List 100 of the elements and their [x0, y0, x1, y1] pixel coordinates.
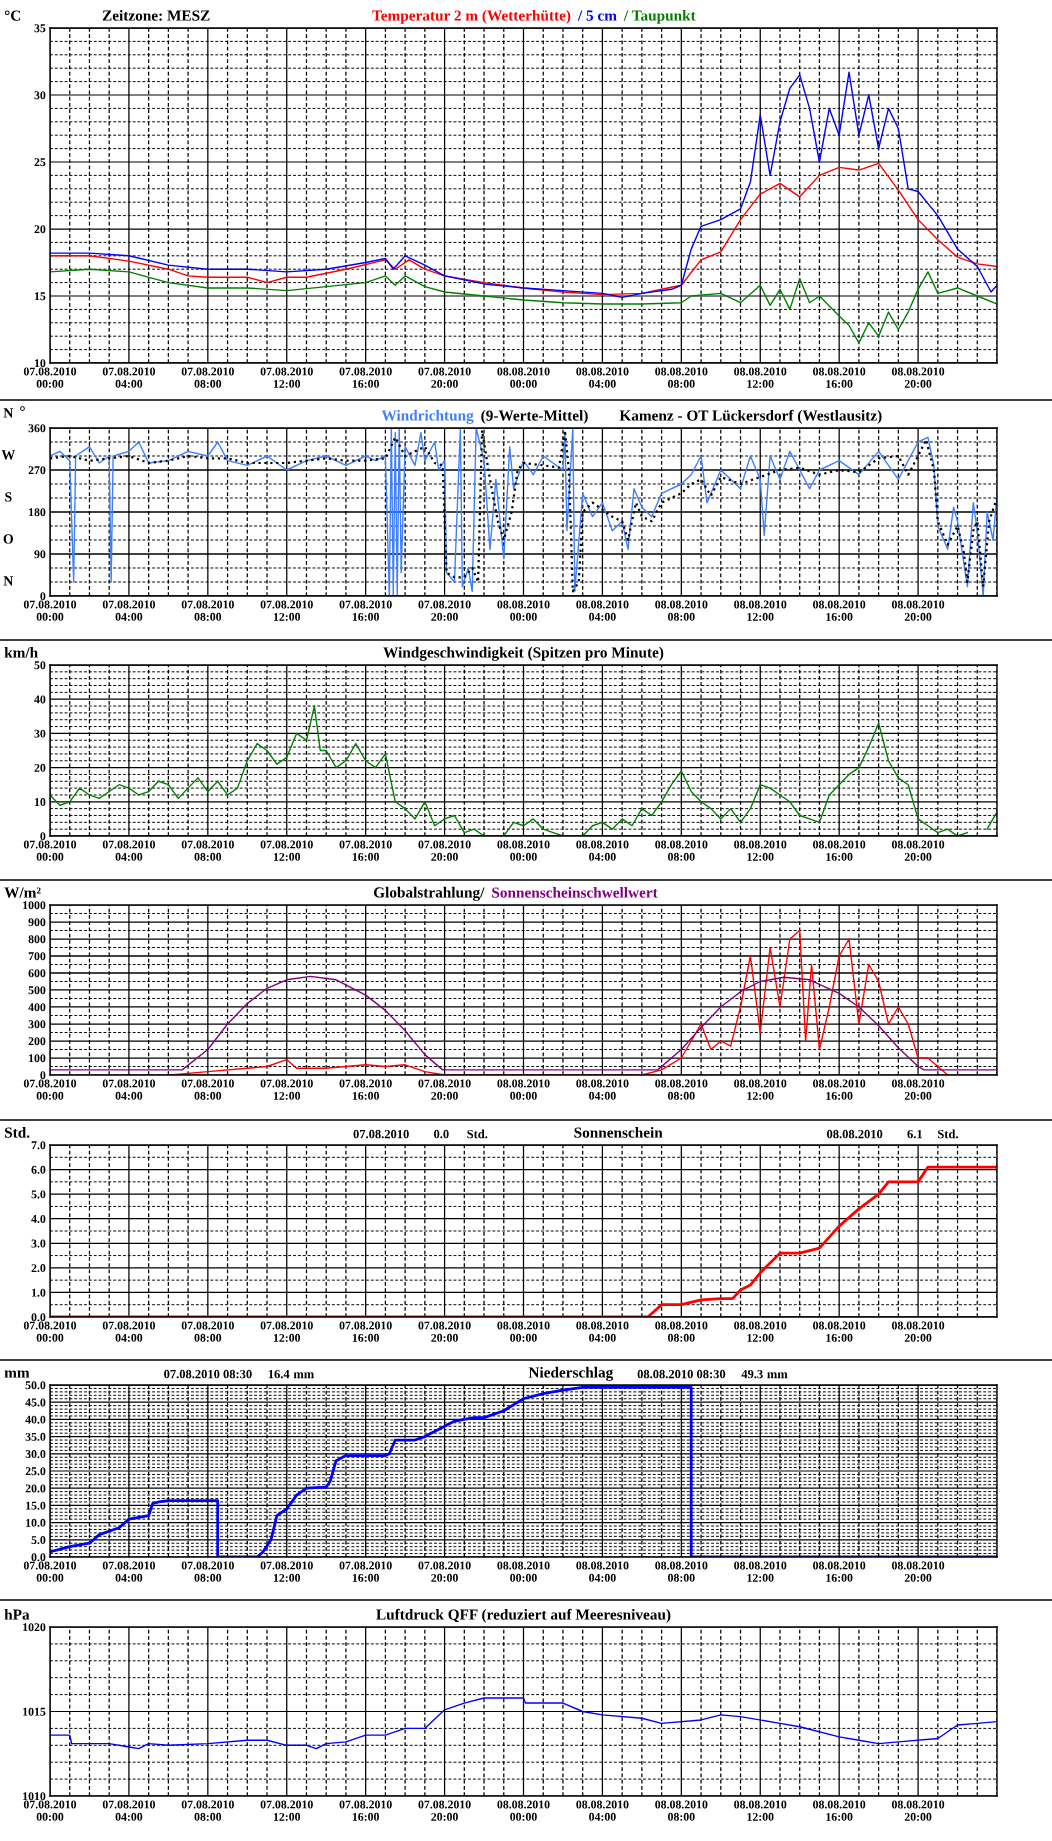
text: 49.3	[741, 1369, 763, 1379]
text: N	[3, 576, 14, 586]
x-tick-label: 07.08.2010 16:00	[339, 600, 392, 621]
text: 0.0	[434, 1129, 449, 1139]
series-label: Windrichtung	[381, 409, 474, 424]
x-tick-label: 07.08.2010 08:00	[181, 1321, 234, 1342]
x-tick-label: 08.08.2010 20:00	[891, 1079, 945, 1100]
x-tick-label: 07.08.2010 08:00	[181, 840, 234, 861]
y-tick-label: 1020	[23, 1623, 46, 1632]
text: 08.08.2010 08:30	[637, 1369, 726, 1379]
y-tick-label: 900	[28, 918, 46, 927]
x-tick-label: 07.08.2010 20:00	[418, 840, 471, 861]
x-tick-label: 07.08.2010 16:00	[339, 367, 392, 388]
x-tick-label: 08.08.2010 08:00	[655, 1800, 708, 1821]
text: Zeitzone: MESZ	[102, 9, 210, 21]
y-axis-title: mm	[4, 1370, 30, 1378]
y-tick-label: 400	[28, 1003, 46, 1012]
y-tick-label: 200	[28, 1037, 46, 1046]
x-tick-label: 08.08.2010 04:00	[576, 1800, 629, 1821]
y-tick-label: 20	[34, 225, 46, 234]
x-tick-label: 07.08.2010 16:00	[339, 1321, 392, 1342]
chart-title: Windgeschwindigkeit (Spitzen pro Minute)	[383, 646, 664, 661]
x-tick-label: 07.08.2010 16:00	[339, 1079, 392, 1100]
x-tick-label: 07.08.2010 16:00	[339, 1561, 392, 1582]
text: W	[1, 450, 16, 460]
x-tick-label: 07.08.2010 16:00	[339, 840, 392, 861]
y-tick-label: 0	[40, 832, 46, 841]
x-tick-label: 08.08.2010 12:00	[734, 1561, 787, 1582]
y-tick-label: 90	[34, 550, 46, 559]
chart-title: Kamenz - OT Lückersdorf (Westlausitz)	[619, 409, 882, 424]
x-tick-label: 07.08.2010 04:00	[102, 840, 156, 861]
y-tick-label: 6.0	[31, 1165, 46, 1174]
y-tick-label: 20.0	[25, 1484, 46, 1493]
y-axis-title: km/h	[4, 646, 38, 658]
chart-title: Globalstrahlung/	[373, 886, 485, 901]
x-tick-label: 08.08.2010 04:00	[576, 367, 629, 388]
text: / Taupunkt	[623, 9, 696, 24]
text: Std.	[467, 1129, 488, 1139]
text: mm	[767, 1372, 788, 1379]
y-tick-label: 700	[28, 952, 46, 961]
text: 07.08.2010	[353, 1129, 409, 1139]
y-tick-label: 300	[28, 1020, 46, 1029]
x-tick-label: 08.08.2010 00:00	[497, 840, 550, 861]
y-tick-label: 50	[34, 661, 46, 670]
x-tick-label: 08.08.2010 08:00	[655, 840, 708, 861]
y-tick-label: 35	[34, 24, 46, 33]
y-tick-label: 25.0	[25, 1467, 46, 1476]
line-series	[50, 268, 997, 344]
x-tick-label: 08.08.2010 16:00	[813, 1800, 866, 1821]
y-tick-label: 100	[29, 1054, 46, 1063]
y-axis-title: hPa	[4, 1608, 30, 1620]
x-tick-label: 07.08.2010 20:00	[418, 1079, 471, 1100]
x-tick-label: 07.08.2010 12:00	[260, 1079, 313, 1100]
x-tick-label: 07.08.2010 00:00	[23, 367, 77, 388]
x-tick-label: 07.08.2010 20:00	[418, 367, 471, 388]
x-tick-label: 08.08.2010 20:00	[891, 1561, 945, 1582]
x-tick-label: 08.08.2010 12:00	[734, 367, 787, 388]
text: 07.08.2010 08:30	[164, 1369, 252, 1379]
line-series	[50, 71, 997, 299]
y-axis-title: W/m²	[4, 887, 41, 898]
x-tick-label: 07.08.2010 20:00	[418, 600, 471, 621]
text: Sonnenscheinschwellwert	[492, 886, 658, 898]
x-tick-label: 07.08.2010 12:00	[260, 1561, 313, 1582]
chart-title: Sonnenschein	[574, 1126, 663, 1138]
x-tick-label: 08.08.2010 12:00	[734, 600, 787, 621]
line-series	[50, 162, 997, 296]
text: Temperatur 2 m (Wetterhütte)	[372, 9, 571, 24]
text: S	[5, 492, 12, 502]
text: 08.08.2010	[827, 1129, 883, 1139]
y-tick-label: 360	[28, 424, 46, 433]
x-tick-label: 08.08.2010 00:00	[497, 1321, 550, 1342]
y-tick-label: 180	[29, 508, 46, 517]
line-series	[50, 975, 997, 1071]
y-tick-label: 30.0	[25, 1450, 46, 1459]
y-tick-label: 15.0	[26, 1501, 46, 1510]
series-label: (9-Werte-Mittel)	[481, 409, 588, 424]
y-tick-label: 30	[34, 729, 46, 738]
x-tick-label: 07.08.2010 12:00	[260, 840, 313, 861]
y-tick-label: 45.0	[25, 1398, 46, 1407]
chart-title: Luftdruck QFF (reduziert auf Meeresniveau)	[376, 1608, 671, 1623]
x-tick-label: 08.08.2010 20:00	[891, 600, 945, 621]
y-tick-label: 1010	[23, 1792, 46, 1801]
x-tick-label: 08.08.2010 00:00	[497, 1561, 550, 1582]
y-tick-label: 1000	[23, 901, 46, 910]
y-tick-label: 1015	[23, 1707, 46, 1716]
x-tick-label: 07.08.2010 00:00	[23, 600, 77, 621]
x-tick-label: 07.08.2010 08:00	[181, 367, 234, 388]
x-tick-label: 07.08.2010 04:00	[102, 1321, 156, 1342]
x-tick-label: 07.08.2010 04:00	[102, 1561, 156, 1582]
x-tick-label: 07.08.2010 08:00	[181, 1561, 234, 1582]
chart-title: Niederschlag	[528, 1366, 614, 1381]
x-tick-label: 08.08.2010 00:00	[497, 600, 550, 621]
x-tick-label: 07.08.2010 08:00	[181, 1800, 234, 1821]
x-tick-label: 08.08.2010 20:00	[891, 367, 945, 388]
text: mm	[293, 1372, 314, 1379]
x-tick-label: 07.08.2010 12:00	[260, 600, 313, 621]
x-tick-label: 08.08.2010 12:00	[734, 1800, 787, 1821]
y-tick-label: 0.0	[31, 1553, 46, 1562]
x-tick-label: 08.08.2010 12:00	[734, 1079, 787, 1100]
x-tick-label: 07.08.2010 00:00	[23, 1321, 77, 1342]
